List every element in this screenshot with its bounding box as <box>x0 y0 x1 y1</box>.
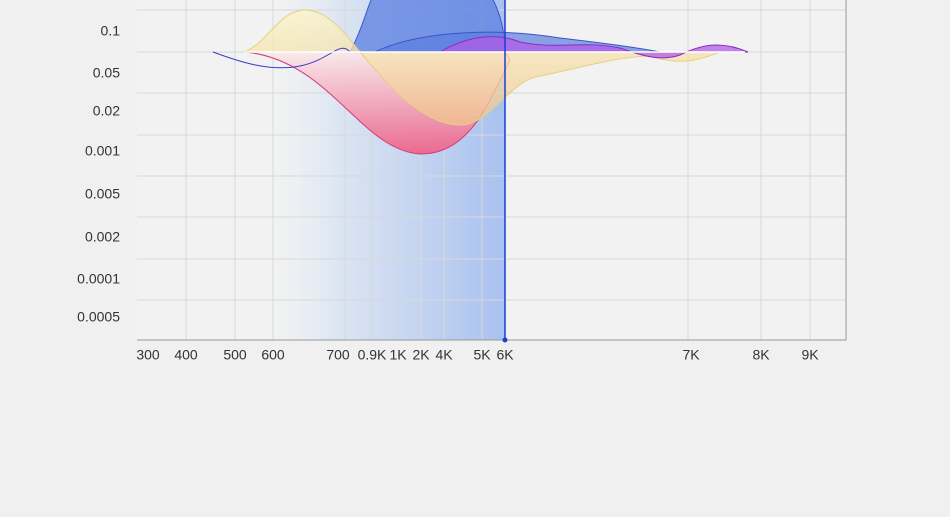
x-label: 500 <box>223 347 247 363</box>
y-label: 0.1 <box>101 23 121 39</box>
x-label: 2K <box>412 347 430 363</box>
x-label: 7K <box>682 347 700 363</box>
x-label: 6K <box>496 347 514 363</box>
x-label: 700 <box>326 347 350 363</box>
y-label: 0.02 <box>93 103 120 119</box>
y-label: 0.0001 <box>77 271 120 287</box>
y-label: 0.002 <box>85 229 120 245</box>
x-label: 0.9K <box>358 347 387 363</box>
x-label: 1K <box>389 347 407 363</box>
x-label: 9K <box>801 347 819 363</box>
x-label: 5K <box>473 347 491 363</box>
plot-border <box>137 0 847 341</box>
x-label: 400 <box>174 347 198 363</box>
x-label: 300 <box>136 347 160 363</box>
x-label: 4K <box>435 347 453 363</box>
y-label: 0.001 <box>85 143 120 159</box>
x-label: 8K <box>752 347 770 363</box>
y-label: 0.005 <box>85 186 120 202</box>
axis-labels: 0.1 0.05 0.02 0.001 0.005 0.002 0.0001 0.0005 30… <box>77 23 819 363</box>
grid <box>137 0 846 340</box>
x-label: 600 <box>261 347 285 363</box>
y-label: 0.0005 <box>77 309 120 325</box>
curve-blue-line <box>212 47 351 69</box>
y-label: 0.05 <box>93 65 120 81</box>
cursor-handle[interactable] <box>502 337 508 343</box>
